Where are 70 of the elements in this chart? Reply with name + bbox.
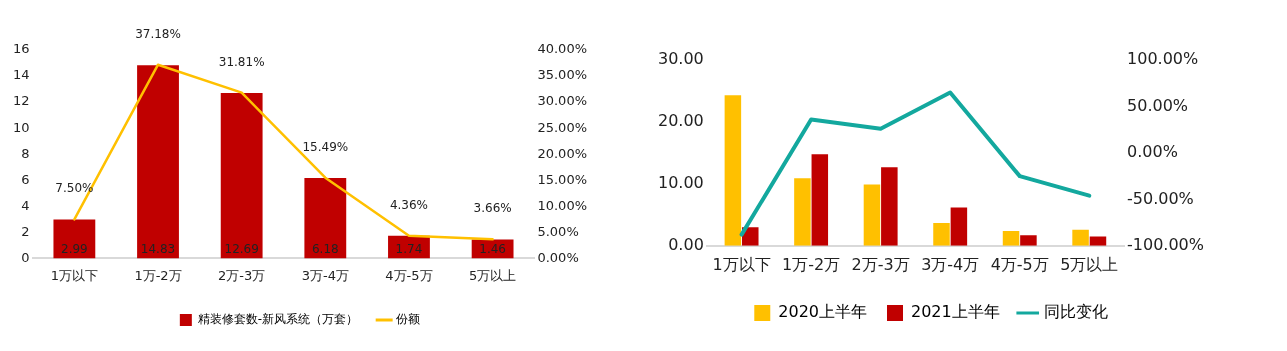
y2-tick-label: 15.00% <box>537 171 588 187</box>
data-label: 1.46 <box>479 241 506 256</box>
x-tick-label: 5万以上 <box>468 267 517 283</box>
data-label: 3.66% <box>473 201 512 216</box>
x-tick-label: 3万-4万 <box>921 254 980 274</box>
data-label: 6.18 <box>311 241 339 256</box>
bar <box>881 167 898 246</box>
data-label: 14.83 <box>140 241 176 256</box>
bar <box>220 93 263 259</box>
bar <box>933 222 950 246</box>
legend-label: 精装修套数-新风系统（万套） <box>197 312 359 327</box>
data-label: 4.36% <box>389 197 429 212</box>
y-tick-label: 10.00 <box>657 173 704 193</box>
y2-tick-label: 30.00% <box>537 93 588 109</box>
y2-tick-label: 10.00% <box>537 197 588 213</box>
y-tick-label: 8 <box>21 145 30 161</box>
x-tick-label: 4万-5万 <box>385 267 433 283</box>
bar <box>304 177 347 259</box>
bar <box>742 227 759 246</box>
y2-tick-label: 35.00% <box>537 67 588 83</box>
y2-tick-label: 0.00% <box>537 249 579 265</box>
data-label: 2.99 <box>61 241 88 256</box>
x-tick-label: 5万以上 <box>1060 254 1119 274</box>
y2-tick-label: -50.00% <box>1127 188 1194 208</box>
bar <box>863 184 881 246</box>
x-tick-label: 1万-2万 <box>134 267 182 283</box>
legend-label: 2021上半年 <box>911 302 1000 322</box>
y-tick-label: 10 <box>13 119 30 135</box>
y-tick-label: 14 <box>13 67 30 83</box>
y2-tick-label: 50.00% <box>1127 95 1189 115</box>
y-tick-label: 12 <box>13 93 30 109</box>
data-label: 15.49% <box>302 139 349 154</box>
y-tick-label: 2 <box>21 223 30 239</box>
y-tick-label: 20.00 <box>657 111 704 131</box>
x-tick-label: 1万以下 <box>50 267 99 283</box>
y2-tick-label: -100.00% <box>1127 234 1205 254</box>
data-label: 12.69 <box>224 241 259 256</box>
x-tick-label: 3万-4万 <box>301 267 349 283</box>
y-tick-label: 6 <box>21 171 30 187</box>
x-tick-label: 2万-3万 <box>851 254 910 274</box>
y2-tick-label: 20.00% <box>537 145 588 161</box>
data-label: 37.18% <box>135 26 181 41</box>
y-tick-label: 4 <box>21 197 30 213</box>
bar <box>1072 229 1089 246</box>
legend-label: 份额 <box>396 312 421 327</box>
y-tick-label: 30.00 <box>657 49 704 69</box>
legend-label: 2020上半年 <box>778 302 867 322</box>
y2-tick-label: 25.00% <box>537 119 588 135</box>
bar <box>794 178 811 246</box>
bar <box>950 207 968 246</box>
y2-tick-label: 40.00% <box>537 41 588 57</box>
bar <box>1020 235 1037 246</box>
y-tick-label: 16 <box>13 41 30 57</box>
x-tick-label: 1万-2万 <box>782 254 841 274</box>
y-tick-label: 0 <box>21 249 30 265</box>
x-tick-label: 4万-5万 <box>990 254 1049 274</box>
legend-label: 同比变化 <box>1043 302 1108 322</box>
y-tick-label: 0.00 <box>668 234 704 254</box>
y2-tick-label: 0.00% <box>1127 142 1178 162</box>
bar <box>137 65 179 259</box>
bar <box>53 219 96 259</box>
data-label: 1.74 <box>395 241 423 256</box>
bar <box>724 95 742 246</box>
bar <box>811 154 829 246</box>
y2-tick-label: 100.00% <box>1127 49 1199 69</box>
y2-tick-label: 5.00% <box>537 223 579 239</box>
x-tick-label: 2万-3万 <box>218 267 266 283</box>
bar <box>1002 230 1020 246</box>
x-tick-label: 1万以下 <box>712 254 771 274</box>
data-label: 31.81% <box>218 54 265 69</box>
